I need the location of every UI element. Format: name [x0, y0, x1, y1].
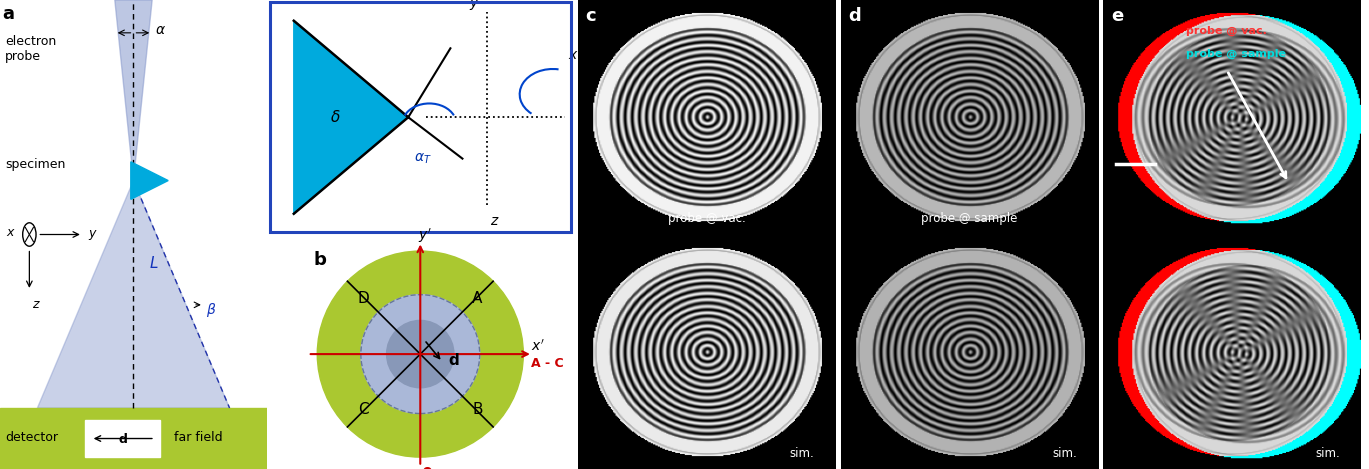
Text: $x$: $x$ [7, 226, 16, 239]
Text: $x'$: $x'$ [531, 339, 545, 354]
Text: b: b [314, 251, 326, 269]
Text: probe @ sample: probe @ sample [921, 212, 1017, 225]
Polygon shape [294, 21, 408, 214]
Text: B: B [472, 402, 483, 417]
Text: specimen: specimen [5, 158, 66, 171]
Text: A: A [472, 291, 482, 306]
Text: C: C [357, 402, 368, 417]
Text: $y'$: $y'$ [418, 227, 431, 245]
Text: $L$: $L$ [149, 255, 159, 271]
Text: sim.: sim. [790, 446, 815, 460]
Text: $y$: $y$ [88, 227, 99, 242]
Text: $z$: $z$ [31, 298, 41, 311]
Text: $x$: $x$ [568, 48, 579, 62]
Text: c: c [586, 7, 596, 25]
Text: probe @ sample: probe @ sample [1186, 49, 1285, 59]
Text: d: d [849, 7, 861, 25]
Text: sim.: sim. [1316, 446, 1340, 460]
Ellipse shape [386, 320, 455, 388]
Text: $\alpha_T$: $\alpha_T$ [415, 151, 433, 166]
Bar [85, 420, 160, 457]
Text: A - C: A - C [531, 357, 564, 370]
Ellipse shape [318, 251, 523, 457]
Polygon shape [37, 181, 230, 408]
Text: probe @ vac.: probe @ vac. [668, 212, 745, 225]
Text: $\beta$: $\beta$ [207, 301, 216, 318]
Text: B - D: B - D [423, 465, 437, 469]
Bar [0, 408, 267, 469]
Text: far field: far field [174, 431, 222, 444]
Text: a: a [3, 5, 15, 23]
Text: sim.: sim. [1053, 446, 1077, 460]
Polygon shape [131, 162, 168, 199]
Text: e: e [1112, 7, 1124, 25]
Text: $\alpha$: $\alpha$ [155, 23, 166, 38]
Text: $\beta_T$: $\beta_T$ [586, 108, 604, 126]
Text: electron
probe: electron probe [5, 35, 56, 63]
Text: $z$: $z$ [490, 214, 500, 228]
Text: $\mathbf{d}$: $\mathbf{d}$ [118, 431, 127, 446]
Text: probe @ vac.: probe @ vac. [1186, 25, 1266, 36]
Text: detector: detector [5, 431, 59, 444]
Text: D: D [357, 291, 370, 306]
Ellipse shape [361, 295, 479, 414]
Text: $\delta$: $\delta$ [330, 109, 341, 125]
Text: $y$: $y$ [470, 0, 481, 12]
Polygon shape [115, 0, 152, 181]
Text: $\mathbf{d}$: $\mathbf{d}$ [448, 352, 460, 369]
